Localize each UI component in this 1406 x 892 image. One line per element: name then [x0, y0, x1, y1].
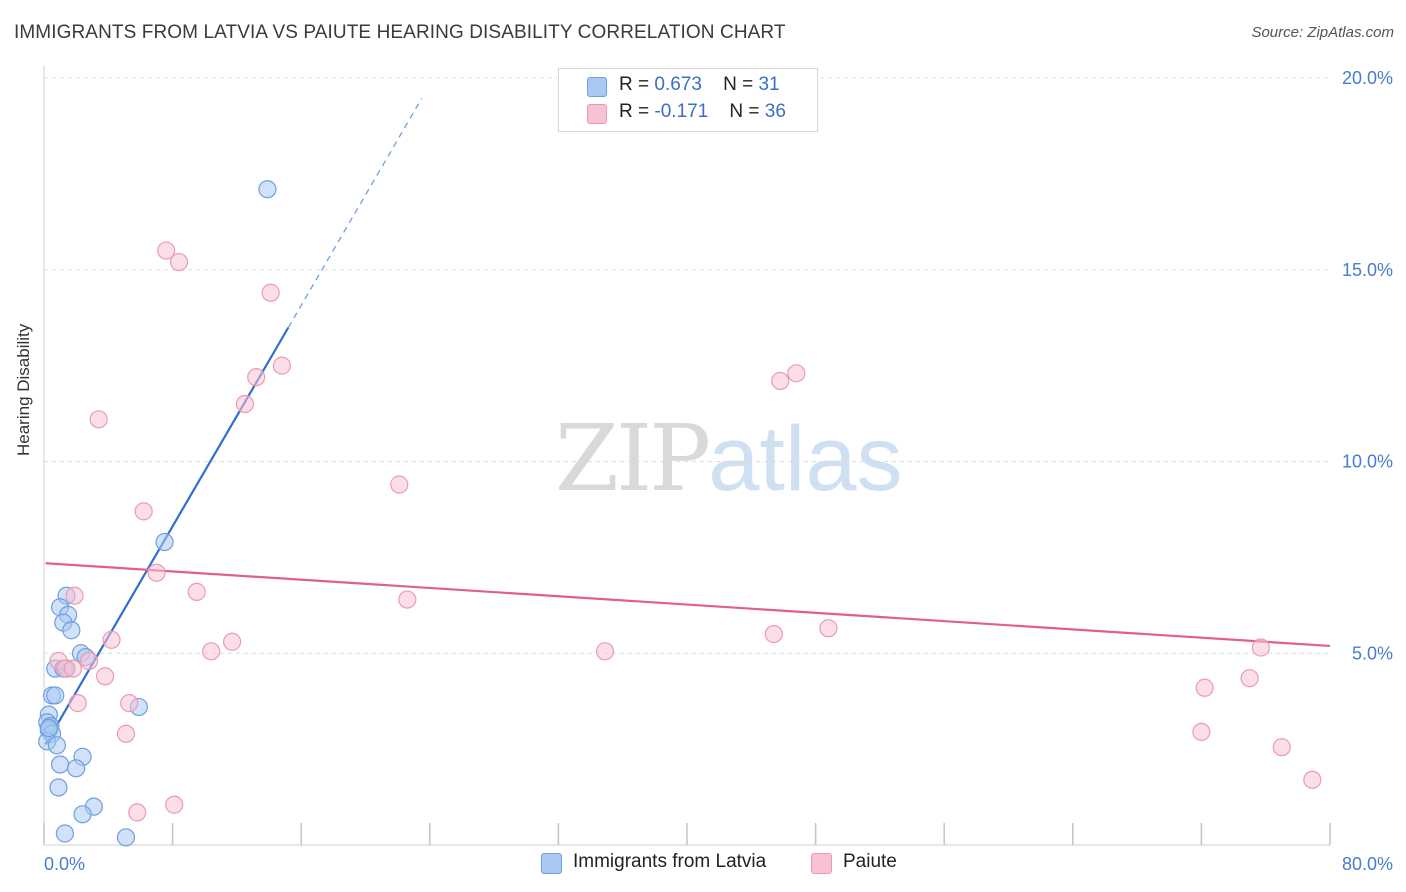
point-paiute — [134, 502, 153, 521]
point-paiute — [1195, 678, 1214, 697]
point-paiute — [102, 630, 121, 649]
bottom-legend-label-paiute: Paiute — [843, 851, 897, 872]
point-paiute — [1251, 638, 1270, 657]
watermark-atlas: atlas — [708, 408, 903, 510]
point-latvia — [39, 718, 58, 738]
point-paiute — [202, 642, 221, 661]
chart-title: IMMIGRANTS FROM LATVIA VS PAIUTE HEARING… — [14, 22, 786, 43]
y-tick-label: 15.0% — [1342, 260, 1393, 280]
watermark-zip: ZIP — [555, 405, 711, 512]
point-paiute — [165, 795, 184, 814]
point-paiute — [787, 364, 806, 383]
point-paiute — [261, 283, 280, 302]
bottom-legend-swatch-paiute — [811, 853, 832, 874]
point-latvia — [46, 686, 65, 705]
legend-r-value: 0.673 — [654, 74, 702, 95]
trend-line-latvia-extension — [287, 97, 423, 328]
point-latvia — [62, 621, 81, 640]
y-tick-label: 5.0% — [1352, 643, 1393, 663]
data-points — [38, 180, 1322, 847]
point-paiute — [235, 394, 255, 414]
point-paiute — [1192, 722, 1211, 741]
point-paiute — [128, 803, 147, 822]
legend-n-label: N = — [729, 101, 760, 122]
point-paiute — [157, 241, 176, 260]
trend-line-paiute — [45, 562, 1331, 648]
point-paiute — [68, 694, 87, 713]
point-paiute — [398, 590, 417, 609]
legend-swatch-latvia — [587, 77, 607, 97]
point-latvia — [50, 755, 70, 774]
point-paiute — [272, 356, 292, 375]
correlation-legend: R = 0.673 N = 31 R = -0.171 N = 36 — [558, 68, 818, 132]
point-paiute — [222, 632, 242, 651]
point-latvia — [116, 828, 136, 847]
legend-n-value: 36 — [764, 101, 786, 122]
x-tick-label: 0.0% — [44, 854, 85, 874]
point-paiute — [595, 642, 615, 661]
x-tick-label: 80.0% — [1342, 854, 1393, 874]
legend-text-latvia: R = 0.673 N = 31 — [619, 74, 780, 96]
point-paiute — [819, 619, 838, 638]
point-latvia — [47, 736, 66, 755]
legend-r-value: -0.171 — [654, 101, 709, 122]
point-paiute — [79, 651, 99, 671]
point-paiute — [187, 582, 206, 601]
point-paiute — [1303, 770, 1322, 789]
y-tick-label: 10.0% — [1342, 452, 1393, 472]
legend-r-label: R = — [619, 74, 650, 95]
bottom-legend-label-latvia: Immigrants from Latvia — [573, 851, 767, 872]
point-latvia — [67, 759, 86, 778]
gridlines — [44, 77, 1330, 654]
point-paiute — [390, 475, 409, 494]
point-paiute — [116, 724, 136, 743]
point-paiute — [247, 368, 266, 387]
point-latvia — [155, 532, 174, 552]
legend-n-value: 31 — [758, 74, 780, 95]
point-paiute — [1272, 738, 1291, 757]
y-tick-label: 20.0% — [1342, 68, 1393, 88]
bottom-legend-swatch-latvia — [541, 853, 562, 874]
legend-n-label: N = — [723, 74, 754, 95]
point-paiute — [764, 624, 783, 644]
point-paiute — [169, 252, 189, 272]
point-paiute — [89, 410, 108, 429]
point-paiute — [120, 694, 139, 713]
point-latvia — [49, 778, 68, 797]
tick-labels: 5.0% 10.0% 15.0% 20.0% 0.0% 80.0% — [44, 68, 1393, 874]
source-credit: Source: ZipAtlas.com — [1251, 24, 1394, 41]
axes — [43, 66, 1331, 846]
legend-text-paiute: R = -0.171 N = 36 — [619, 101, 786, 123]
point-paiute — [95, 667, 115, 686]
legend-r-label: R = — [619, 101, 650, 122]
point-latvia — [55, 824, 74, 843]
y-axis-label: Hearing Disability — [14, 323, 33, 456]
point-paiute — [65, 586, 84, 605]
point-latvia — [258, 180, 277, 199]
point-paiute — [1240, 669, 1259, 688]
point-paiute — [63, 659, 83, 678]
legend-swatch-paiute — [587, 104, 607, 124]
point-paiute — [771, 371, 790, 391]
watermark: ZIPatlas — [555, 405, 903, 512]
point-latvia — [73, 805, 92, 824]
point-paiute — [147, 563, 166, 582]
